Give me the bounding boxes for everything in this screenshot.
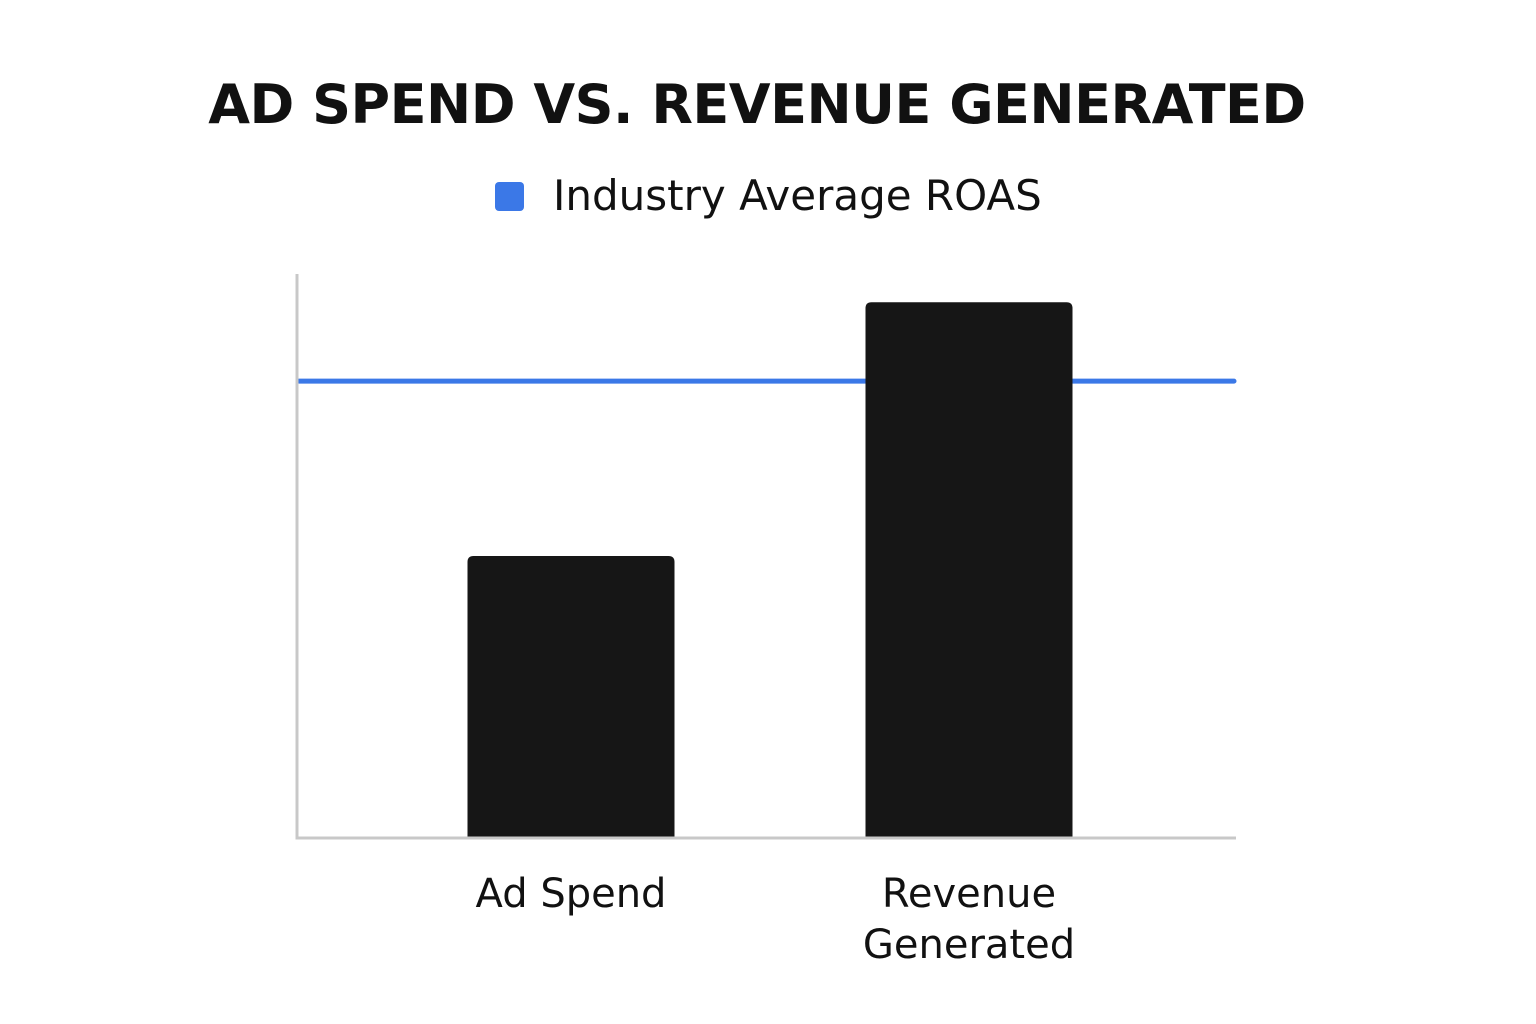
bar-ad-spend	[468, 556, 675, 838]
bars-layer	[299, 302, 1234, 838]
category-labels: Ad Spend Revenue Generated	[476, 871, 1076, 968]
axis-layer	[296, 274, 1237, 840]
bar-revenue-generated	[866, 302, 1073, 838]
category-label-revenue-generated: Revenue Generated	[863, 871, 1075, 968]
category-label-ad-spend: Ad Spend	[476, 871, 667, 917]
